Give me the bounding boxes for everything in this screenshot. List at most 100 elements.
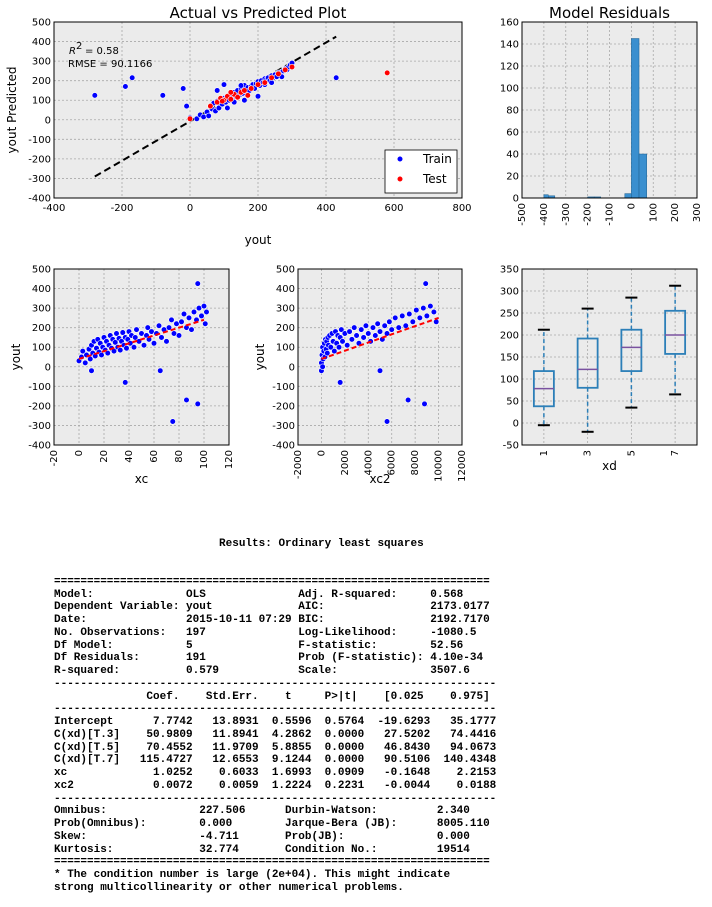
data-point (183, 396, 190, 404)
data-point-train (333, 74, 340, 81)
summary-line: xc 1.0252 0.6033 1.6993 0.0909 -0.1648 2… (54, 767, 497, 779)
plot-frame (53, 268, 230, 446)
summary-line: Df Residuals: 191 Prob (F-statistic): 4.… (54, 652, 484, 665)
data-point-train (200, 113, 207, 120)
x-tick-label: -2000 (293, 450, 304, 479)
legend-marker (396, 175, 404, 183)
data-point-test (186, 115, 194, 122)
y-tick-label: 200 (276, 323, 295, 334)
x-axis-label: xd (602, 459, 617, 473)
y-tick-label: 100 (32, 343, 51, 354)
x-tick-label: -200 (583, 203, 594, 226)
x-tick-label: -100 (605, 203, 616, 226)
data-point (348, 336, 355, 343)
data-point (358, 326, 365, 333)
data-point (163, 338, 170, 345)
data-point-test (288, 63, 296, 71)
data-point (194, 400, 201, 408)
y-tick-label: -400 (28, 441, 51, 452)
data-point-test (384, 69, 391, 76)
y-tick-label: -50 (503, 441, 519, 452)
data-point (178, 318, 185, 325)
y-tick-label: 400 (32, 284, 51, 295)
y-tick-label: 400 (276, 284, 295, 295)
chart-title: Model Residuals (549, 4, 670, 22)
y-tick-label: -200 (28, 154, 51, 165)
x-tick-label: 300 (692, 203, 703, 222)
y-tick-label: 250 (500, 309, 519, 320)
x-tick-label: 40 (124, 450, 135, 463)
x-tick-label: 100 (199, 450, 210, 469)
summary-line: C(xd)[T.5] 70.4552 11.9709 5.8855 0.0000… (54, 741, 497, 754)
y-tick-label: 300 (32, 304, 51, 315)
summary-line: ----------------------------------------… (54, 792, 497, 805)
data-point-train (254, 93, 262, 100)
y-axis-label: yout (253, 343, 267, 370)
summary-title: Results: Ordinary least squares (219, 537, 424, 550)
legend-label: Test (422, 172, 447, 186)
y-tick-label: 0 (45, 362, 51, 373)
summary-line: No. Observations: 197 Log-Likelihood: -1… (54, 626, 477, 639)
data-point-train (159, 92, 166, 99)
x-tick-label: 600 (384, 203, 403, 214)
x-axis-label: yout (245, 233, 272, 247)
plot-frame (521, 21, 698, 199)
summary-line: C(xd)[T.3] 50.9809 11.8941 4.2862 0.0000… (54, 728, 497, 741)
x-tick-label: -400 (539, 203, 550, 226)
data-point-train (220, 81, 228, 88)
data-point (123, 345, 130, 352)
data-point-test (282, 66, 289, 74)
y-tick-label: 200 (32, 323, 51, 334)
data-point (175, 332, 183, 339)
x-tick-label: 400 (316, 203, 335, 214)
data-point (386, 318, 393, 325)
x-tick-label: 20 (99, 450, 110, 463)
x-tick-label: 5 (626, 450, 637, 456)
data-point (405, 396, 412, 404)
y-tick-label: 150 (500, 353, 519, 364)
y-tick-label: 200 (500, 331, 519, 342)
data-point-test (244, 92, 251, 99)
summary-line: ========================================… (54, 856, 490, 869)
data-point (113, 330, 120, 337)
x-tick-label: 0 (74, 450, 85, 456)
x-tick-label: 200 (670, 203, 681, 222)
y-tick-label: -200 (272, 401, 295, 412)
data-point (337, 379, 344, 386)
data-point-test (248, 85, 255, 92)
x-tick-label: 10000 (434, 450, 445, 482)
data-point (194, 280, 201, 287)
rmse-label: RMSE = 90.1166 (68, 59, 152, 70)
x-tick-label: 12000 (457, 450, 468, 482)
fit-line (321, 316, 439, 360)
data-point (383, 330, 391, 337)
histogram-bar (631, 38, 640, 199)
y-tick-label: 0 (45, 115, 51, 126)
box-body (576, 337, 599, 389)
data-point (150, 340, 158, 347)
data-point (421, 400, 428, 408)
legend-label: Train (422, 152, 452, 166)
data-point (351, 324, 358, 331)
x-tick-label: 7 (670, 450, 681, 456)
data-point (157, 367, 164, 374)
data-point (338, 326, 345, 333)
data-point-train (180, 85, 187, 92)
x-tick-label: -300 (561, 203, 572, 226)
r2-superscript: 2 (76, 41, 82, 52)
y-tick-label: -200 (28, 401, 51, 412)
y-tick-label: 60 (506, 128, 519, 139)
data-point (180, 310, 188, 318)
summary-line: Prob(Omnibus): 0.000 Jarque-Bera (JB): 8… (54, 818, 490, 830)
y-axis-label: yout Predicted (5, 67, 19, 154)
box-body (620, 328, 643, 372)
data-point (360, 334, 367, 341)
data-point (381, 322, 388, 329)
x-tick-label: 0 (626, 203, 637, 209)
ols-summary: Results: Ordinary least squares ========… (54, 512, 712, 907)
legend-marker (396, 155, 404, 163)
x-tick-label: -200 (111, 203, 134, 214)
y-tick-label: 80 (506, 106, 519, 117)
data-point (374, 320, 381, 327)
data-point-train (193, 115, 200, 122)
